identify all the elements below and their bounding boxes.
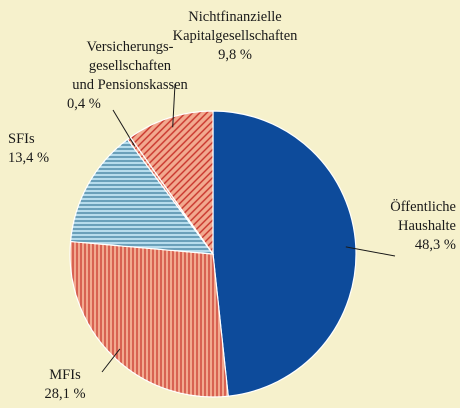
value-label: 9,8 % bbox=[218, 47, 252, 63]
value-label: 48,3 % bbox=[414, 237, 456, 253]
value-label: 0,4 % bbox=[67, 96, 101, 112]
category-label: Öffentliche bbox=[390, 199, 456, 215]
category-label: MFIs bbox=[49, 367, 81, 383]
pie-slice bbox=[69, 240, 229, 398]
slice-label: Nichtfinanzielle Kapitalgesellschaften 9,8… bbox=[150, 8, 320, 65]
leader-line bbox=[101, 348, 121, 373]
category-label: SFIs bbox=[8, 131, 35, 147]
leader-line bbox=[345, 246, 396, 257]
category-label: gesellschaften bbox=[88, 58, 172, 74]
category-label: Haushalte bbox=[398, 218, 456, 234]
value-label: 13,4 % bbox=[8, 150, 50, 166]
pie-slice bbox=[129, 110, 214, 256]
category-label: und Pensionskassen bbox=[72, 77, 188, 93]
leader-line bbox=[112, 109, 136, 147]
leader-line bbox=[172, 83, 176, 128]
category-label: Nichtfinanzielle bbox=[188, 9, 282, 25]
slice-label: Versicherungs-gesellschaften und Pensions… bbox=[55, 38, 205, 114]
category-label: Kapitalgesellschaften bbox=[172, 28, 298, 44]
value-label: 28,1 % bbox=[44, 386, 86, 402]
slice-label: SFIs 13,4 % bbox=[8, 130, 68, 168]
pie-slice bbox=[69, 138, 215, 255]
category-label: Versicherungs- bbox=[86, 39, 174, 55]
pie-slice bbox=[212, 110, 357, 397]
slice-label: Öffentliche Haushalte 48,3 % bbox=[360, 198, 456, 255]
slice-label: MFIs 28,1 % bbox=[20, 366, 110, 404]
